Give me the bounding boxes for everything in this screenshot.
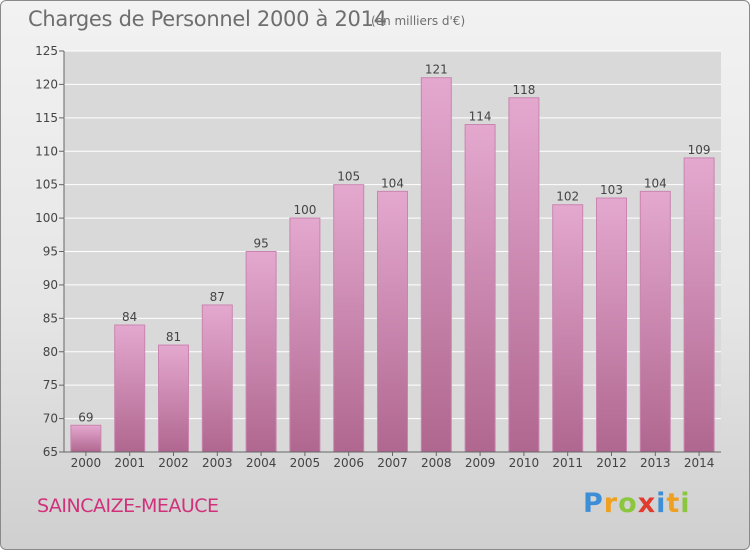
data-label: 81 <box>166 330 181 344</box>
bar <box>508 97 540 453</box>
chart-title: Charges de Personnel 2000 à 2014 <box>28 7 387 31</box>
x-tick-label: 2009 <box>465 456 496 470</box>
bar <box>464 124 496 453</box>
proxiti-logo[interactable]: Proxiti <box>583 488 691 519</box>
y-tick-label: 70 <box>43 412 58 426</box>
data-label: 100 <box>293 203 316 217</box>
bar <box>333 184 365 453</box>
bar <box>377 190 408 453</box>
x-tick-label: 2003 <box>202 456 233 470</box>
data-label: 109 <box>688 143 711 157</box>
data-label: 114 <box>469 110 492 124</box>
data-label: 87 <box>210 290 225 304</box>
data-label: 84 <box>122 310 137 324</box>
y-tick-label: 120 <box>35 77 58 91</box>
bar <box>420 77 452 453</box>
y-tick-label: 115 <box>35 111 58 125</box>
data-label: 105 <box>337 170 360 184</box>
y-tick-label: 80 <box>43 345 58 359</box>
bar <box>683 157 715 453</box>
y-tick-label: 105 <box>35 178 58 192</box>
data-label: 104 <box>644 176 667 190</box>
bar <box>201 304 233 453</box>
x-tick-label: 2013 <box>640 456 671 470</box>
y-tick-label: 125 <box>35 44 58 58</box>
x-tick-label: 2005 <box>290 456 321 470</box>
x-tick-label: 2010 <box>509 456 540 470</box>
bar <box>596 197 627 453</box>
bar <box>245 251 277 453</box>
x-tick-label: 2006 <box>333 456 364 470</box>
data-label: 102 <box>556 190 579 204</box>
logo-letter: o <box>618 488 638 519</box>
y-tick-label: 90 <box>43 278 58 292</box>
y-tick-label: 65 <box>43 445 58 459</box>
x-tick-label: 2014 <box>684 456 715 470</box>
data-label: 121 <box>425 63 448 77</box>
commune-name: SAINCAIZE-MEAUCE <box>37 495 219 517</box>
bar <box>158 344 189 453</box>
bar <box>289 217 321 453</box>
data-label: 95 <box>253 237 268 251</box>
y-tick-label: 85 <box>43 311 58 325</box>
x-tick-label: 2007 <box>377 456 408 470</box>
logo-letter: x <box>637 488 657 519</box>
x-tick-label: 2002 <box>158 456 189 470</box>
x-tick-label: 2000 <box>71 456 102 470</box>
x-tick-label: 2004 <box>246 456 277 470</box>
data-label: 103 <box>600 183 623 197</box>
bar <box>114 324 146 453</box>
y-tick-label: 100 <box>35 211 58 225</box>
logo-letter: t <box>666 488 681 519</box>
x-tick-label: 2012 <box>596 456 627 470</box>
data-label: 118 <box>512 83 535 97</box>
data-label: 104 <box>381 176 404 190</box>
logo-letter: i <box>680 488 691 519</box>
x-tick-label: 2001 <box>114 456 145 470</box>
chart-subtitle: (en milliers d'€) <box>371 14 466 28</box>
y-tick-label: 75 <box>43 378 58 392</box>
bar <box>70 424 102 453</box>
y-tick-label: 110 <box>35 144 58 158</box>
bar <box>552 204 584 453</box>
y-tick-label: 95 <box>43 245 58 259</box>
logo-letter: r <box>603 488 619 519</box>
x-tick-label: 2011 <box>552 456 583 470</box>
bar <box>639 190 671 453</box>
logo-letter: i <box>656 488 667 519</box>
data-label: 69 <box>78 410 93 424</box>
logo-letter: P <box>583 488 604 519</box>
x-tick-label: 2008 <box>421 456 452 470</box>
